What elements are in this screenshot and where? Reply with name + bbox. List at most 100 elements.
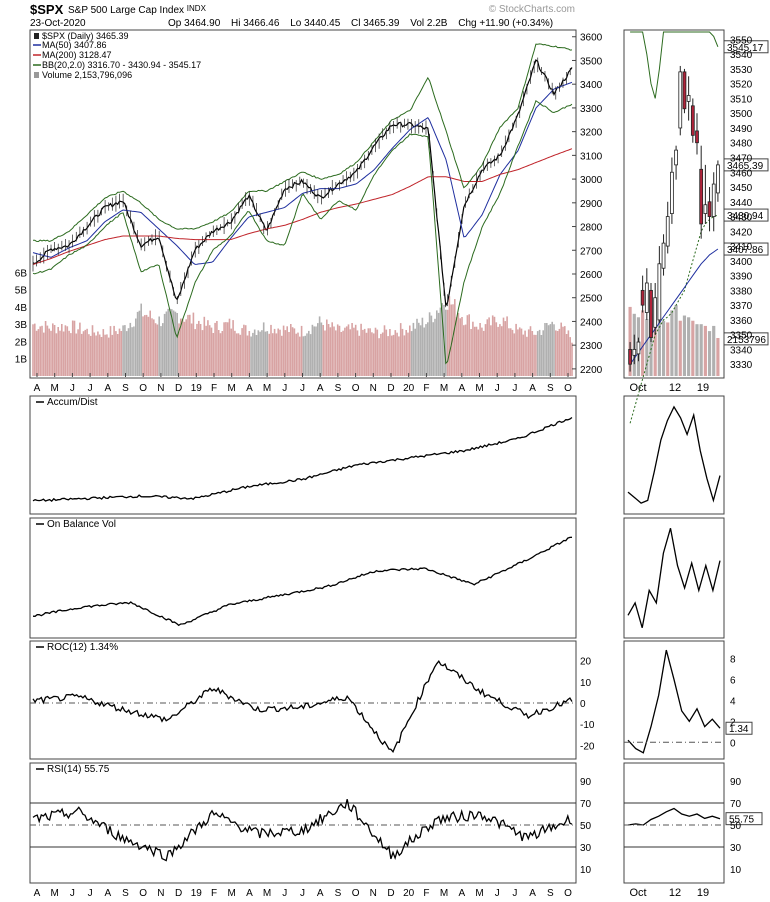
volume-bar [509,328,512,376]
volume-bar [381,332,384,376]
roc-tick-label: 0 [580,699,586,710]
volume-bar [365,332,368,376]
volume-bar [356,330,359,376]
volume-bar [544,323,546,376]
open-value: Op 3464.90 [168,18,221,29]
zoom-close-value: 3465.39 [727,161,764,172]
volume-bar [425,324,427,376]
volume-bar [473,326,476,376]
month-label-bottom: O [139,888,147,899]
volume-bar [34,323,36,376]
volume-bar [264,331,267,376]
roc-tick-label: 10 [580,678,592,689]
zoom-price-tick-label: 3330 [730,360,753,371]
volume-bar [502,317,505,376]
volume-bar [77,329,79,376]
volume-bar [180,318,182,376]
volume-bar [46,325,49,376]
legend-ma200: MA(200) 3128.47 [42,50,112,60]
zoom-volume-bar [682,315,687,376]
zoom-volume-bar [661,320,666,376]
indicator-titles: Accum/Dist On Balance Vol ROC(12) 1.34% … [36,397,118,775]
legend-swatch-spx [34,33,39,39]
volume-bar [198,320,200,376]
volume-bar [560,322,562,376]
volume-bar [536,331,539,376]
indicator-series [32,416,573,862]
volume-bar [547,325,550,376]
volume-bar [464,324,467,376]
volume-bar [329,327,332,376]
ma200-line [32,148,573,265]
volume-bar [176,313,178,376]
volume-bar [378,338,380,376]
index-fullname: S&P 500 Large Cap Index [68,5,184,16]
volume-tick-label: 5B [15,286,28,297]
volume-bar [230,328,233,376]
volume-bar [491,315,494,376]
volume-bar [387,336,389,376]
zoom-ma50-line [629,248,719,365]
volume-bar [490,325,492,376]
volume-bar [410,331,413,376]
zoom-rsi-value-box [725,812,763,826]
volume-bar [234,330,236,376]
volume-bar [129,322,132,376]
zoom-x-label-bottom: 19 [697,887,709,899]
zoom-price-tick-label: 3450 [730,183,753,194]
roc-tick-label: 20 [580,657,592,668]
volume-bar [511,329,514,376]
volume-bar [403,335,406,376]
rsi-tick-label: 10 [580,865,592,876]
accumdist-title: Accum/Dist [47,397,98,408]
volume-bar [318,316,321,376]
volume-bar [154,323,157,376]
volume-bar [508,328,510,376]
zoom-candle-body [632,349,637,356]
volume-bar [520,328,523,376]
volume-bar [153,319,155,376]
obv-panel [29,517,577,639]
zoom-candle-body [628,349,632,365]
volume-bar [562,326,564,376]
volume-bar [479,323,481,376]
volume-bar [262,322,265,376]
legend-swatch-volume [34,72,39,78]
month-label: S [335,383,342,394]
zoom-price-tick-label: 3480 [730,139,753,150]
volume-bar [527,329,530,376]
volume-value: Vol 2.2B [410,18,448,29]
month-label: S [547,383,554,394]
month-label-bottom: M [228,888,236,899]
volume-bar [542,330,544,376]
month-label: A [317,383,324,394]
volume-bar [171,309,173,376]
zoom-candle-body [674,149,678,166]
rsi-line [32,799,573,862]
zoom-rsi-line [627,807,721,826]
volume-bar [299,336,301,376]
volume-bar [100,337,103,376]
volume-bar [423,327,425,376]
volume-bar [226,322,229,376]
volume-bar [248,331,251,376]
volume-bar [302,336,305,376]
volume-bar [374,327,377,376]
obv-title: On Balance Vol [47,519,116,530]
zoom-volume-bar [674,305,678,376]
volume-bar [239,334,242,376]
volume-bar [270,324,272,376]
volume-bar [57,327,59,376]
zoom-candle-body [653,297,658,328]
volume-bar [360,323,362,376]
bb-upper-line [33,43,573,243]
zoom-rsi-tick-label: 70 [730,799,742,810]
volume-bar [217,330,220,376]
month-label: M [263,383,271,394]
volume-bar [196,323,198,376]
volume-bar [457,313,460,376]
volume-bar [201,330,204,376]
zoom-x-label: 12 [669,382,681,394]
month-label: J [70,383,75,394]
volume-bar [95,335,97,376]
